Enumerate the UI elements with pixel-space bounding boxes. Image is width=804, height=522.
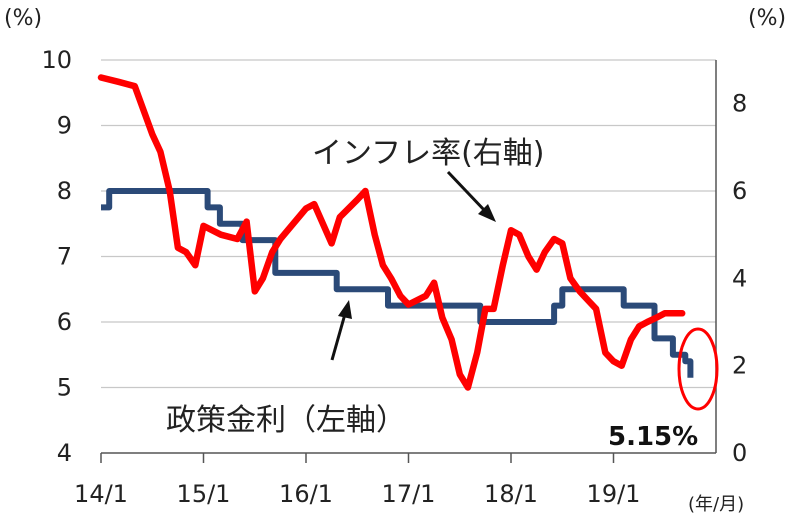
inflation-annotation: インフレ率(右軸) — [312, 136, 545, 171]
left-tick-label: 6 — [57, 308, 72, 336]
left-tick-label: 8 — [57, 177, 72, 205]
left-tick-label: 5 — [57, 374, 72, 402]
policy-rate-line — [101, 188, 694, 378]
left-axis-unit: (%) — [4, 6, 42, 31]
policy-rate-arrow — [330, 300, 352, 361]
tick-labels: 10 9 8 7 6 5 4 8 6 4 2 0 14/1 15/1 16/1 17/1 18/1 19/1 — [41, 46, 747, 508]
highlight-circle — [677, 327, 719, 411]
gridlines — [101, 59, 716, 389]
x-tick-label: 18/1 — [484, 480, 538, 508]
right-tick-label: 8 — [732, 90, 747, 118]
right-tick-label: 0 — [732, 439, 747, 467]
series-lines — [97, 74, 694, 391]
left-tick-label: 7 — [57, 243, 72, 271]
x-axis-unit: (年/月) — [688, 494, 744, 515]
policy-rate-annotation: 政策金利（左軸） — [166, 403, 406, 438]
right-tick-label: 6 — [732, 177, 747, 205]
inflation-line — [97, 74, 686, 391]
left-tick-label: 4 — [57, 439, 72, 467]
x-tick-label: 15/1 — [177, 480, 231, 508]
x-tick-label: 19/1 — [587, 480, 641, 508]
x-tick-label: 14/1 — [74, 480, 128, 508]
left-tick-label: 10 — [41, 46, 72, 74]
right-axis-unit: (%) — [748, 6, 786, 31]
latest-value-label: 5.15% — [608, 422, 698, 452]
x-tick-label: 17/1 — [382, 480, 436, 508]
left-tick-label: 9 — [57, 112, 72, 140]
right-tick-label: 2 — [732, 352, 747, 380]
right-tick-label: 4 — [732, 264, 747, 292]
x-tick-label: 16/1 — [279, 480, 333, 508]
inflation-arrow — [446, 170, 496, 222]
